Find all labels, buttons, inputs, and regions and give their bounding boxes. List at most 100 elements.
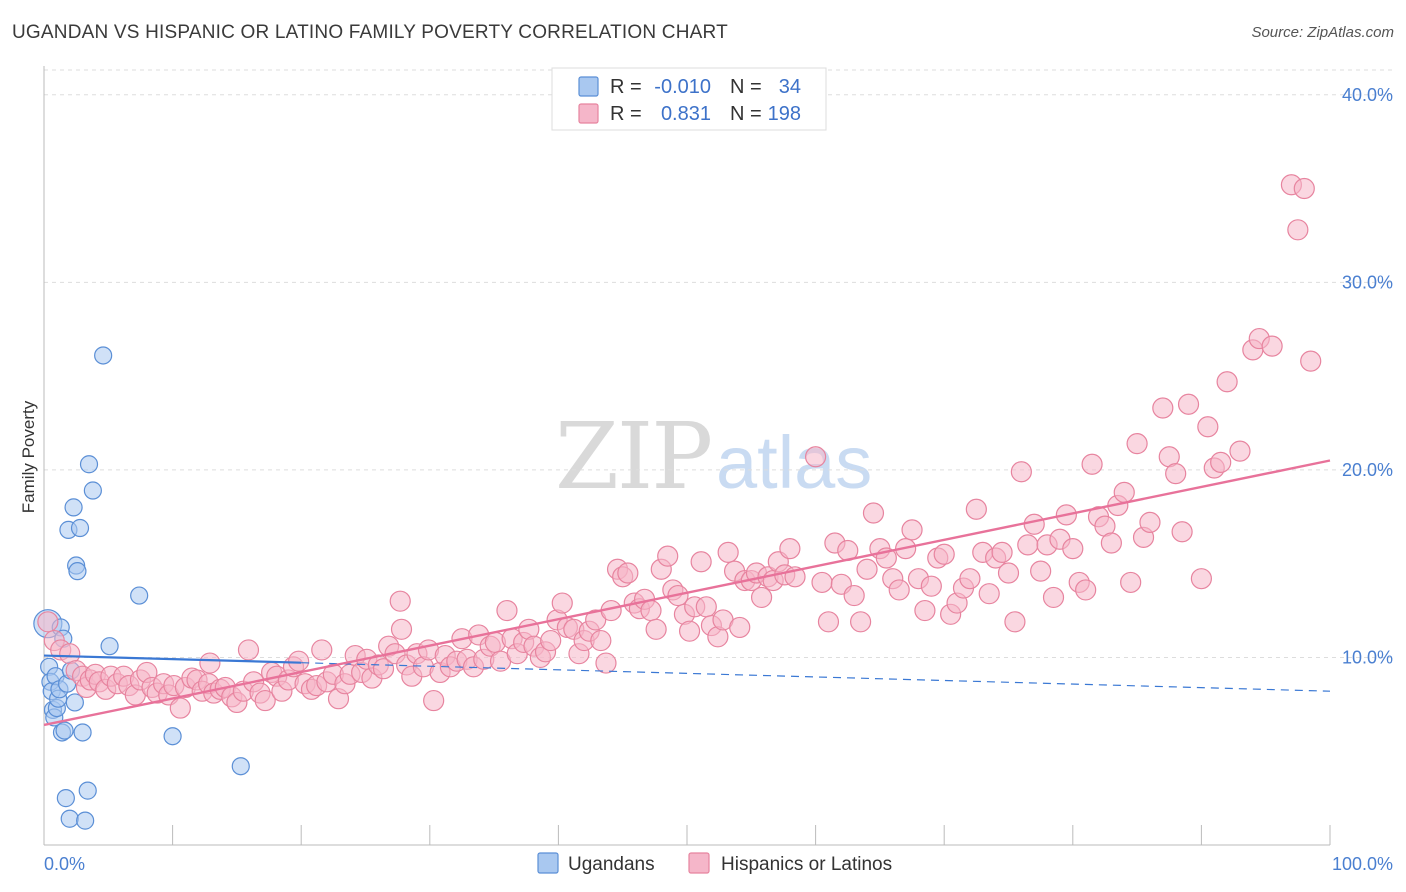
trendlines bbox=[43, 459, 1331, 727]
ugandans-point-19 bbox=[64, 498, 83, 517]
hispanics-point-186 bbox=[1126, 433, 1148, 455]
ugandans-point-33 bbox=[231, 757, 250, 776]
hispanics-point-161 bbox=[965, 498, 987, 520]
hispanics-point-29 bbox=[199, 652, 221, 674]
hispanics-point-101 bbox=[595, 652, 617, 674]
hispanics-point-151 bbox=[901, 519, 923, 541]
legend-r-label-hispanics: R = bbox=[610, 103, 642, 125]
ugandans-series bbox=[33, 346, 250, 830]
hispanics-point-185 bbox=[1120, 571, 1142, 594]
hispanics-point-189 bbox=[1152, 397, 1174, 419]
y-tick-label-40: 40.0% bbox=[1342, 85, 1393, 105]
hispanics-point-36 bbox=[237, 639, 260, 661]
bottom-legend-label-ugandans: Ugandans bbox=[568, 854, 655, 875]
hispanics-point-176 bbox=[1062, 538, 1084, 560]
gridlines bbox=[44, 69, 1392, 658]
ugandans-point-31 bbox=[130, 586, 149, 605]
bottom-legend-swatch-hispanics bbox=[688, 852, 710, 874]
hispanics-point-70 bbox=[423, 689, 445, 712]
bottom-legend-swatch-ugandans bbox=[537, 852, 559, 874]
hispanics-point-91 bbox=[540, 629, 562, 652]
x-tick-label-min: 0.0% bbox=[44, 854, 85, 874]
legend-n-label-ugandans: N = bbox=[730, 76, 762, 98]
hispanics-point-199 bbox=[1229, 440, 1251, 462]
y-tick-label-10: 10.0% bbox=[1342, 647, 1393, 667]
ugandans-point-25 bbox=[76, 811, 95, 830]
hispanics-point-49 bbox=[311, 639, 333, 661]
hispanics-point-142 bbox=[843, 584, 865, 607]
hispanics-point-0 bbox=[37, 611, 59, 633]
hispanics-point-136 bbox=[804, 446, 827, 468]
x-tick-label-max: 100.0% bbox=[1332, 854, 1393, 874]
ugandans-point-22 bbox=[68, 562, 87, 581]
ugandans-point-23 bbox=[70, 518, 90, 538]
hispanics-point-154 bbox=[920, 575, 942, 597]
hispanics-point-204 bbox=[1287, 219, 1309, 241]
y-tick-labels: 10.0% 20.0% 30.0% 40.0% bbox=[1342, 85, 1393, 668]
hispanics-point-45 bbox=[288, 650, 310, 672]
hispanics-point-156 bbox=[933, 543, 955, 565]
hispanics-point-167 bbox=[1004, 611, 1026, 633]
axes bbox=[43, 66, 1331, 846]
hispanics-point-123 bbox=[717, 541, 739, 564]
hispanics-point-83 bbox=[496, 599, 518, 622]
hispanics-point-179 bbox=[1081, 453, 1103, 475]
legend-r-label-ugandans: R = bbox=[610, 76, 642, 98]
ugandans-point-24 bbox=[73, 723, 92, 742]
legend-n-value-ugandans: 34 bbox=[779, 76, 801, 98]
ugandans-trendline-solid bbox=[43, 654, 302, 664]
hispanics-point-138 bbox=[817, 611, 840, 633]
hispanics-point-39 bbox=[254, 689, 276, 712]
hispanics-point-153 bbox=[914, 599, 936, 622]
ugandans-point-17 bbox=[60, 809, 79, 828]
y-tick-label-20: 20.0% bbox=[1342, 460, 1393, 480]
ugandans-trendline-dashed bbox=[301, 662, 1331, 692]
hispanics-point-195 bbox=[1197, 416, 1219, 438]
hispanics-point-143 bbox=[850, 611, 872, 633]
hispanics-point-129 bbox=[750, 586, 773, 609]
legend-bottom: Ugandans Hispanics or Latinos bbox=[537, 852, 892, 875]
hispanics-point-193 bbox=[1177, 393, 1200, 415]
hispanics-point-137 bbox=[811, 571, 833, 594]
hispanics-point-100 bbox=[590, 629, 612, 652]
hispanics-point-118 bbox=[690, 551, 712, 573]
hispanics-point-125 bbox=[729, 616, 751, 639]
ugandans-point-20 bbox=[65, 693, 84, 712]
hispanics-trendline bbox=[43, 459, 1331, 727]
hispanics-point-171 bbox=[1030, 560, 1052, 582]
hispanics-point-109 bbox=[640, 599, 662, 622]
hispanics-point-198 bbox=[1216, 371, 1238, 393]
hispanics-point-173 bbox=[1042, 586, 1065, 609]
hispanics-point-168 bbox=[1010, 461, 1032, 483]
ugandans-point-27 bbox=[79, 455, 99, 474]
bottom-legend-label-hispanics: Hispanics or Latinos bbox=[721, 854, 892, 875]
hispanics-point-197 bbox=[1210, 451, 1232, 473]
hispanics-point-119 bbox=[695, 596, 717, 618]
hispanics-point-116 bbox=[678, 620, 701, 642]
legend-swatch-ugandans bbox=[578, 76, 599, 97]
hispanics-point-166 bbox=[997, 562, 1020, 584]
ugandans-point-14 bbox=[56, 789, 75, 808]
y-tick-label-30: 30.0% bbox=[1342, 272, 1393, 292]
watermark-zip: ZIP bbox=[555, 403, 711, 510]
hispanics-point-165 bbox=[991, 541, 1013, 564]
hispanics-point-145 bbox=[862, 502, 885, 524]
hispanics-point-112 bbox=[657, 545, 679, 567]
hispanics-point-194 bbox=[1190, 568, 1213, 590]
hispanics-point-93 bbox=[551, 592, 573, 614]
hispanics-point-184 bbox=[1113, 481, 1135, 503]
chart-title: UGANDAN VS HISPANIC OR LATINO FAMILY POV… bbox=[12, 22, 728, 43]
hispanics-point-192 bbox=[1171, 521, 1193, 543]
hispanics-point-205 bbox=[1293, 177, 1315, 200]
hispanics-point-105 bbox=[617, 562, 639, 584]
ugandans-point-28 bbox=[83, 481, 102, 500]
hispanics-point-99 bbox=[585, 609, 607, 631]
source-label: Source: ZipAtlas.com bbox=[1251, 24, 1394, 41]
hispanics-point-149 bbox=[888, 579, 910, 601]
watermark: ZIP atlas bbox=[555, 403, 872, 510]
legend-swatch-hispanics bbox=[578, 103, 599, 124]
hispanics-point-182 bbox=[1100, 532, 1122, 554]
ugandans-point-26 bbox=[78, 781, 97, 800]
hispanics-point-23 bbox=[169, 697, 191, 719]
